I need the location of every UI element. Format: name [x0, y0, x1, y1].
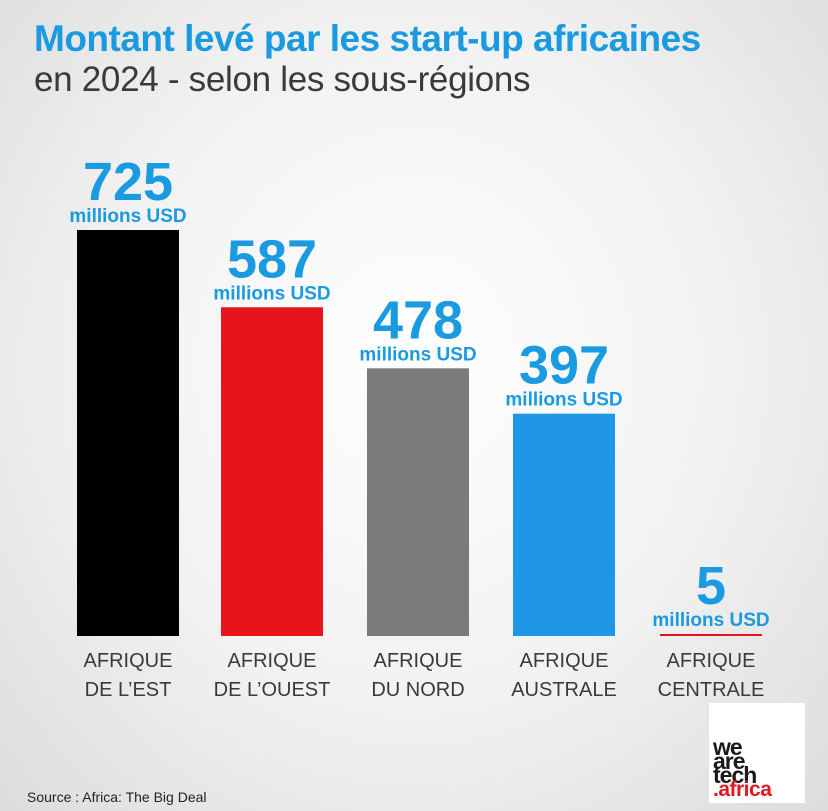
value-label-du-nord: 478 — [373, 290, 463, 350]
category-label-centrale-line1: AFRIQUE — [667, 650, 756, 672]
category-label-du-nord-line2: DU NORD — [371, 679, 464, 701]
bar-centrale — [660, 634, 762, 636]
category-label-de-l-est-line2: DE L’EST — [85, 679, 172, 701]
chart-title: Montant levé par les start-up africaines — [34, 18, 701, 59]
category-label-de-l-ouest-line1: AFRIQUE — [228, 650, 317, 672]
wearetech-logo: we are tech .africa — [709, 703, 805, 803]
category-label-australe-line2: AUSTRALE — [511, 679, 617, 701]
category-label-australe-line1: AFRIQUE — [520, 650, 609, 672]
unit-label-de-l-ouest: millions USD — [213, 283, 330, 304]
category-label-du-nord-line1: AFRIQUE — [374, 650, 463, 672]
unit-label-australe: millions USD — [505, 390, 622, 411]
value-label-centrale: 5 — [696, 556, 726, 616]
logo-text-we: we — [713, 734, 743, 760]
logo-text-are: are — [713, 748, 746, 774]
value-label-de-l-est: 725 — [83, 152, 173, 212]
chart-subtitle: en 2024 - selon les sous-régions — [34, 60, 531, 99]
unit-label-du-nord: millions USD — [359, 344, 476, 365]
category-label-centrale-line2: CENTRALE — [658, 679, 765, 701]
unit-label-centrale: millions USD — [652, 610, 769, 631]
bar-du-nord — [367, 368, 469, 636]
logo-text-tech: tech — [713, 762, 757, 788]
bar-de-l-ouest — [221, 307, 323, 636]
value-label-australe: 397 — [519, 336, 609, 396]
category-label-de-l-est-line1: AFRIQUE — [84, 650, 173, 672]
category-label-de-l-ouest-line2: DE L’OUEST — [214, 679, 331, 701]
source-note: Source : Africa: The Big Deal — [27, 789, 207, 805]
value-label-de-l-ouest: 587 — [227, 229, 317, 289]
bar-de-l-est — [77, 230, 179, 636]
logo-text-africa: .africa — [713, 778, 772, 801]
unit-label-de-l-est: millions USD — [69, 206, 186, 227]
bar-australe — [513, 413, 615, 636]
